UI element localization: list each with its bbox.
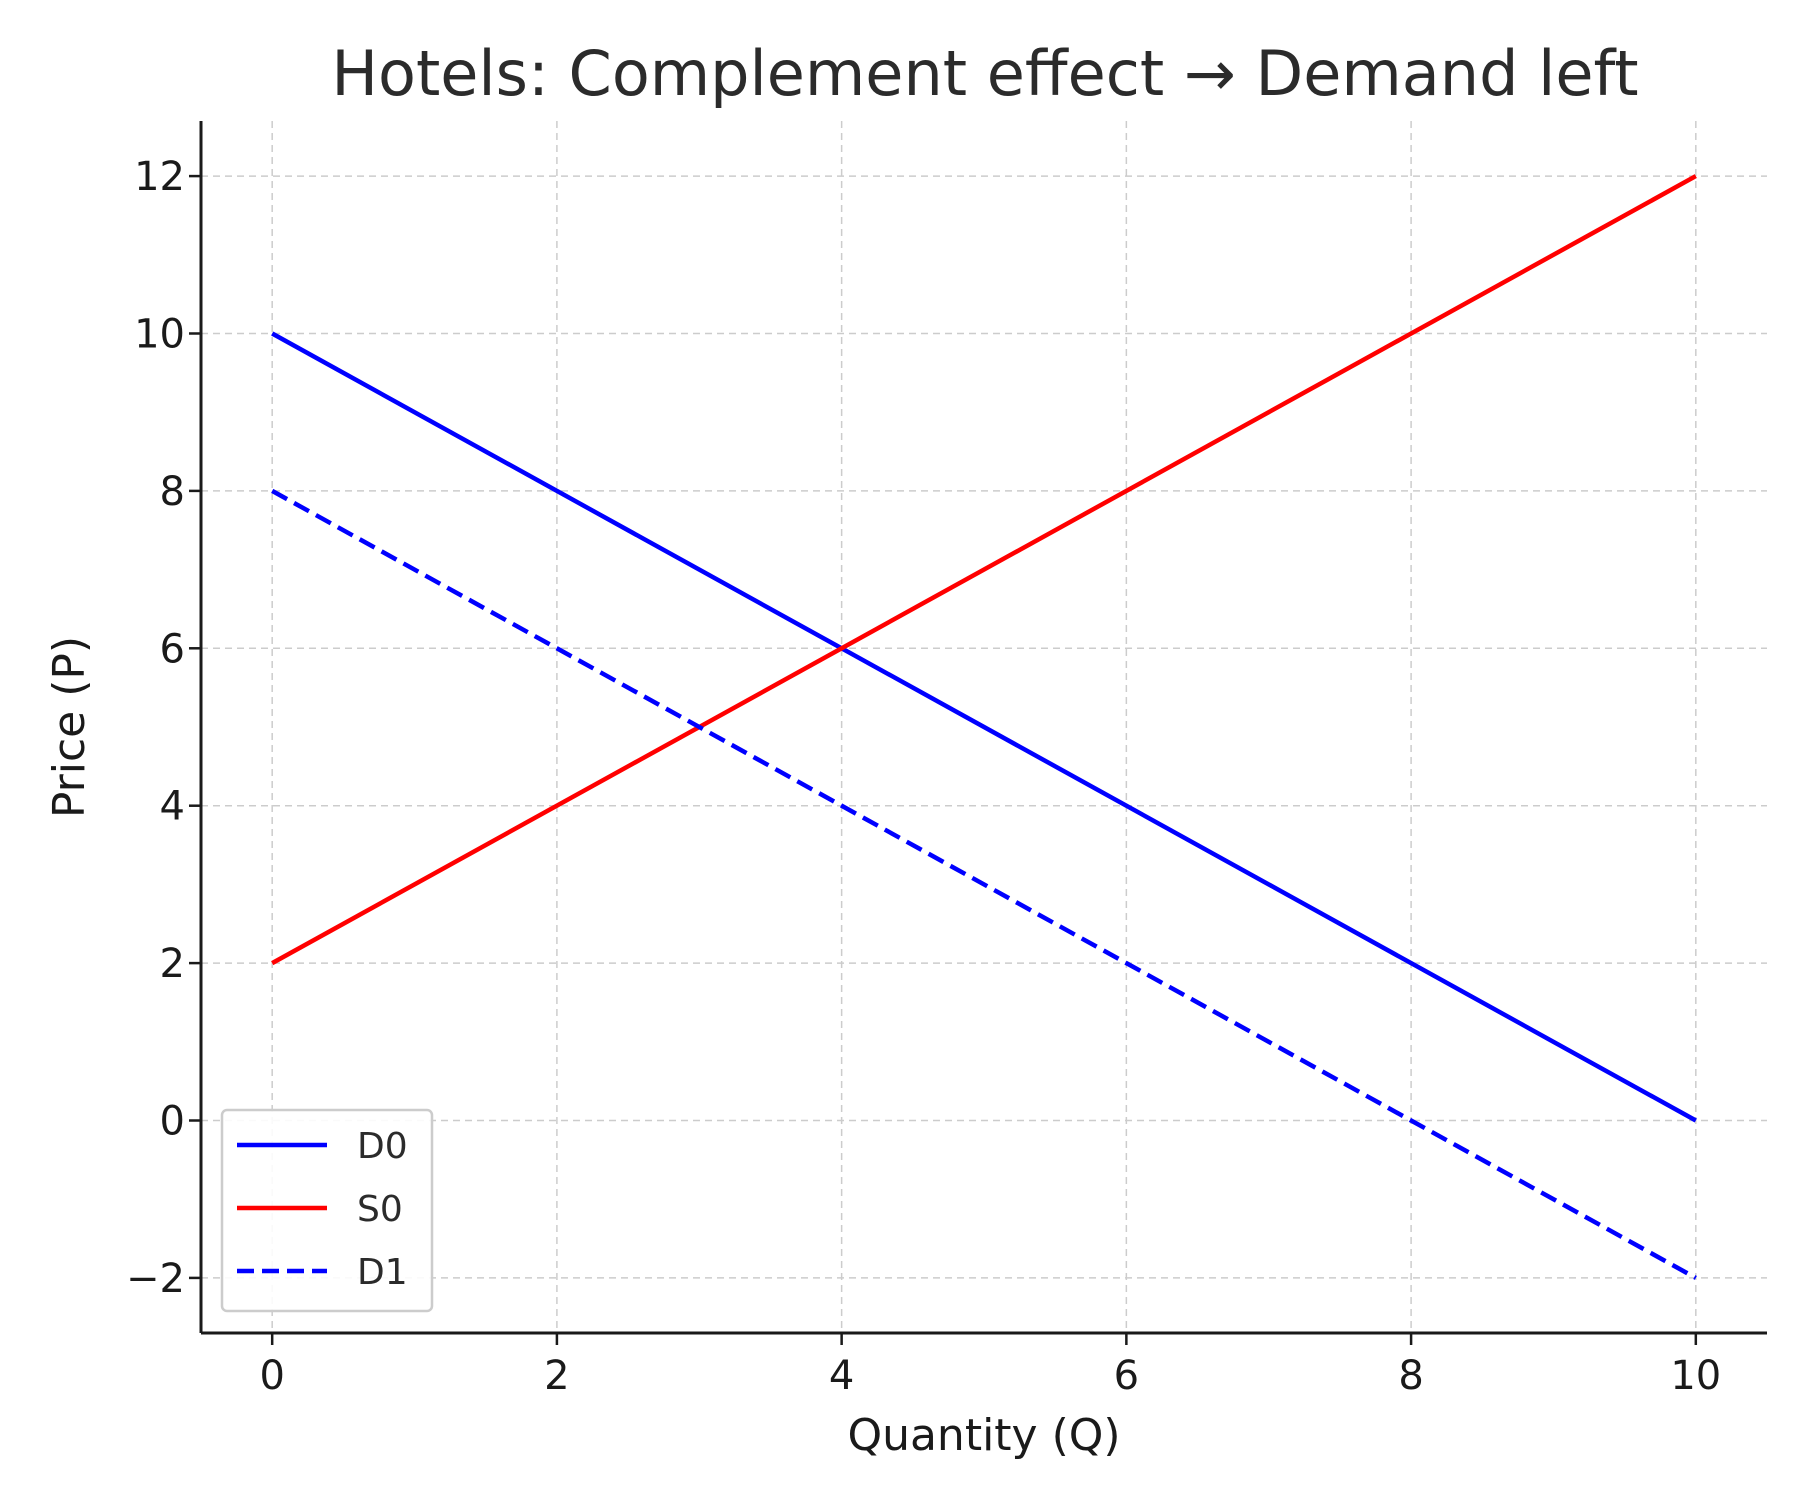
legend-label-d1: D1	[357, 1252, 408, 1293]
series-line-d1	[271, 488, 1697, 1280]
y-tick-label: −2	[126, 1256, 185, 1302]
y-tick-label: 0	[160, 1099, 185, 1145]
y-tick-label: 2	[160, 941, 185, 987]
x-tick-label: 4	[829, 1353, 854, 1399]
legend: D0 S0 D1	[220, 1108, 434, 1313]
chart-title: Hotels: Complement effect → Demand left	[331, 37, 1638, 110]
grid	[201, 121, 1767, 1333]
x-tick-label: 0	[259, 1353, 284, 1399]
x-axis-title: Quantity (Q)	[847, 1410, 1120, 1461]
series-layer	[271, 174, 1697, 1280]
y-tick-label: 8	[160, 469, 185, 515]
legend-label-s0: S0	[357, 1189, 403, 1230]
legend-label-d0: D0	[357, 1126, 408, 1167]
x-tick-label: 2	[544, 1353, 569, 1399]
y-tick-label: 10	[134, 311, 185, 357]
y-tick-label: 6	[160, 626, 185, 672]
legend-box	[220, 1108, 434, 1313]
x-tick-label: 8	[1398, 1353, 1423, 1399]
x-tick-label: 6	[1114, 1353, 1139, 1399]
y-tick-label: 4	[160, 784, 185, 830]
series-line-d0	[271, 331, 1697, 1123]
y-axis-title: Price (P)	[44, 636, 95, 818]
x-tick-label: 10	[1670, 1353, 1721, 1399]
y-tick-label: 12	[134, 154, 185, 200]
series-line-s0	[271, 174, 1697, 966]
ticks: 0 2 4 6 8 10 −2 0 2 4 6 8 10 12	[126, 154, 1721, 1399]
